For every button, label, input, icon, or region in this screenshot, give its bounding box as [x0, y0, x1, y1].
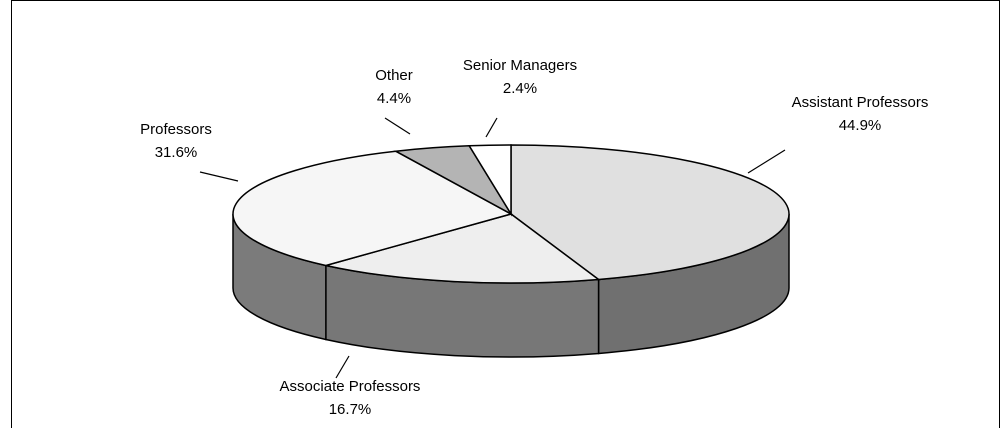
- slice: [510, 144, 790, 281]
- pie: [232, 144, 790, 358]
- slice-label: Associate Professors: [280, 378, 421, 395]
- slice-value-label: 16.7%: [329, 401, 372, 418]
- leader-line: [384, 117, 411, 135]
- slice: [467, 144, 512, 217]
- slice: [325, 213, 601, 284]
- slice-value-label: 4.4%: [377, 90, 411, 107]
- leader-line: [485, 117, 498, 138]
- slice-label: Senior Managers: [463, 57, 577, 74]
- frame: [11, 0, 1000, 428]
- leader-line: [335, 355, 350, 379]
- slice-value-label: 2.4%: [503, 80, 537, 97]
- leader-line: [747, 149, 786, 174]
- labels: Assistant Professors 44.9% Associate Profe…: [140, 57, 928, 418]
- slice-value-label: 31.6%: [155, 144, 198, 161]
- slice-label: Other: [375, 67, 413, 84]
- slice-label: Assistant Professors: [792, 94, 929, 111]
- slice: [232, 150, 513, 267]
- leader-line: [199, 171, 239, 182]
- slice-value-label: 44.9%: [839, 117, 882, 134]
- slice-label: Professors: [140, 121, 212, 138]
